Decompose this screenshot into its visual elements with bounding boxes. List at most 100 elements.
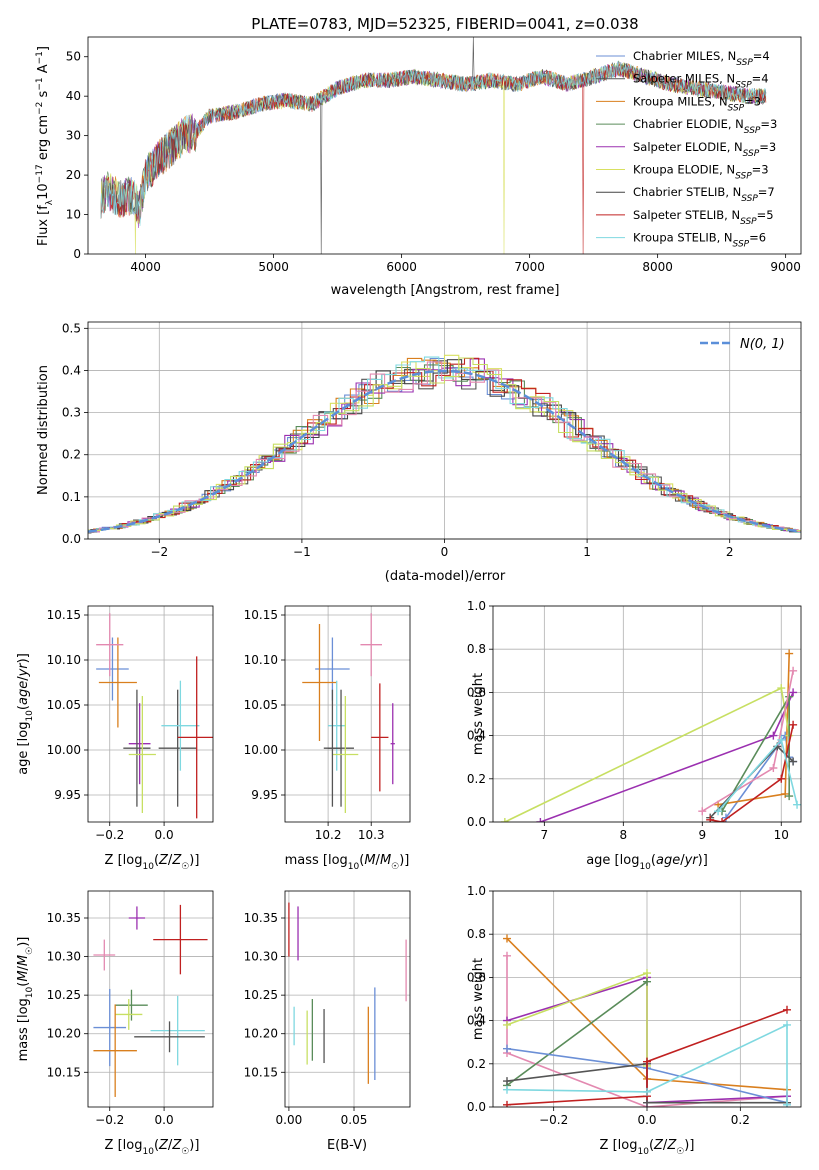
weight-vs-metallicity-ytick-label-4: 0.8 [467,927,486,941]
spectrum-legend-entry-0: Chabrier MILES, NSSP=4 [633,49,770,68]
figure-title: PLATE=0783, MJD=52325, FIBERID=0041, z=0… [251,15,638,33]
weight-vs-age-marker-2-1 [769,731,778,740]
residuals-xtick-label-0: −2 [150,545,168,559]
mass-vs-extinction-xtick-label-1: 0.05 [341,1113,368,1127]
residuals-ylabel: Normed distribution [36,365,51,495]
svg-text:Z [log10(Z/Z☉)]: Z [log10(Z/Z☉)] [105,1138,200,1157]
spectrum-legend-entry-5: Kroupa ELODIE, NSSP=3 [633,163,769,182]
weight-vs-metallicity-xtick-label-1: 0.0 [637,1113,656,1127]
weight-vs-metallicity-marker-3-0 [503,1020,511,1029]
weight-vs-age-series-2 [540,692,794,822]
residuals-xtick-label-2: 0 [441,545,449,559]
spectrum-line-5 [100,62,767,254]
residuals-xtick-label-1: −1 [293,545,311,559]
spectrum-xtick-label-4: 8000 [642,260,673,274]
age-vs-metallicity-ytick-label-3: 10.10 [47,653,81,667]
weight-vs-metallicity-marker-8-1 [643,1087,651,1096]
spectrum-legend-entry-2: Kroupa MILES, NSSP=3 [633,94,761,113]
mass-vs-extinction-ytick-label-1: 10.20 [244,1027,278,1041]
residuals-xlabel: (data-model)/error [385,569,506,584]
weight-vs-metallicity-xtick-label-2: 0.2 [731,1113,750,1127]
age-vs-mass-panel: 10.2 10.3 9.95 10.00 10.05 10.10 10.15 mass [lo… [244,605,411,872]
weight-vs-metallicity-series-8 [506,1023,788,1105]
weight-vs-age-frame [492,605,802,823]
spectrum-legend-entry-6: Chabrier STELIB, NSSP=7 [633,185,775,204]
weight-vs-age-panel: 7 8 9 10 0.0 0.2 0.4 0.6 0.8 1.0 age [log10(age/yr… [467,599,802,872]
spectrum-ylabel: Flux [fλ10−17 erg cm−2 s−1 A−1] [35,46,55,246]
weight-vs-metallicity-series-4 [506,981,648,1087]
weight-vs-metallicity-marker-1-0 [503,951,511,960]
weight-vs-age-marker-2-0 [536,818,545,822]
mass-vs-metallicity-ytick-label-2: 10.25 [47,988,81,1002]
spectrum-ytick-label-5: 50 [66,50,81,64]
spectrum-xtick-label-0: 4000 [130,260,161,274]
spectrum-ytick-label-3: 30 [66,129,81,143]
weight-vs-metallicity-ytick-label-5: 1.0 [467,884,486,898]
spectrum-frame [87,36,802,255]
weight-vs-metallicity-marker-7-0 [503,1100,511,1107]
weight-vs-metallicity-marker-6-0 [503,1077,511,1086]
spectrum-line-7 [100,63,767,254]
weight-vs-age-marker-5-0 [698,807,707,816]
weight-vs-age-ytick-label-4: 0.8 [467,642,486,656]
svg-text:mass [log10(M/M☉)]: mass [log10(M/M☉)] [16,937,35,1062]
mass-vs-metallicity-panel: −0.2 0.0 10.15 10.20 10.25 10.30 10.35 Z [log10… [16,890,214,1157]
weight-vs-metallicity-ytick-label-3: 0.6 [467,970,486,984]
spectrum-legend-entry-4: Salpeter ELODIE, NSSP=3 [633,140,776,159]
spectrum-legend-entry-1: Salpeter MILES, NSSP=4 [633,72,769,91]
weight-vs-age-marker-8-1 [777,735,786,744]
weight-vs-age-marker-5-2 [789,666,798,675]
residuals-ytick-label-4: 0.4 [62,363,81,377]
weight-vs-age-series-3 [504,686,790,822]
age-vs-mass-ytick-label-2: 10.05 [244,698,278,712]
residuals-gaussian-curve [88,369,801,533]
svg-text:age [log10(age/yr)]: age [log10(age/yr)] [586,853,708,872]
spectrum-xtick-label-5: 9000 [770,260,801,274]
spectrum-legend-entry-7: Salpeter STELIB, NSSP=5 [633,208,774,227]
weight-vs-age-marker-1-2 [785,649,794,658]
spectrum-ytick-label-2: 20 [66,168,81,182]
spectrum-legend-entry-8: Kroupa STELIB, NSSP=6 [633,231,766,250]
weight-vs-metallicity-ytick-label-0: 0.0 [467,1100,486,1114]
weight-vs-age-marker-7-2 [777,774,786,783]
weight-vs-metallicity-ytick-label-2: 0.4 [467,1014,486,1028]
mass-vs-metallicity-ytick-label-4: 10.35 [47,911,81,925]
svg-text:age [log10(age/yr)]: age [log10(age/yr)] [16,653,35,775]
weight-vs-age-marker-7-3 [789,720,798,729]
spectrum-panel: 4000 5000 6000 7000 8000 9000 0 10 20 30 40 50 wavel… [35,36,802,298]
weight-vs-metallicity-series-1 [506,955,788,1107]
residuals-panel: −2 −1 0 1 2 0.0 0.1 0.2 0.3 0.4 0.5 N(0, 1) (data-mo… [36,321,802,584]
age-vs-mass-xtick-label-0: 10.2 [315,828,342,842]
mass-vs-metallicity-ytick-label-0: 10.15 [47,1065,81,1079]
age-vs-mass-ytick-label-0: 9.95 [251,788,278,802]
weight-vs-age-marker-5-1 [769,764,778,772]
weight-vs-age-series-7 [710,724,794,822]
weight-vs-age-ytick-label-2: 0.4 [467,729,486,743]
weight-vs-age-ytick-label-3: 0.6 [467,685,486,699]
mass-vs-extinction-frame [284,890,411,1108]
mass-vs-metallicity-xtick-label-1: 0.0 [155,1113,174,1127]
age-vs-mass-xtick-label-1: 10.3 [358,828,385,842]
age-vs-mass-ytick-label-1: 10.00 [244,743,278,757]
weight-vs-metallicity-marker-5-0 [503,1044,511,1053]
weight-vs-age-ylabel: mass weight [471,673,486,755]
mass-vs-extinction-panel: 0.00 0.05 10.15 10.20 10.25 10.30 10.35 E(B-V) [244,890,411,1153]
weight-vs-metallicity-marker-7-2 [643,1057,651,1066]
weight-vs-metallicity-marker-4-1 [643,977,651,986]
weight-vs-age-marker-3-1 [777,684,786,693]
mass-vs-metallicity-ytick-label-1: 10.20 [47,1027,81,1041]
age-vs-mass-frame [284,605,411,823]
residuals-ytick-label-0: 0.0 [62,532,81,546]
residuals-ytick-label-3: 0.3 [62,406,81,420]
weight-vs-age-marker-7-1 [718,818,727,822]
weight-vs-age-ytick-label-1: 0.2 [467,772,486,786]
weight-vs-metallicity-panel: −0.2 0.0 0.2 0.0 0.2 0.4 0.6 0.8 1.0 Z [log10(Z/Z… [467,884,802,1157]
weight-vs-age-series-1 [717,653,790,806]
age-vs-metallicity-ytick-label-4: 10.15 [47,608,81,622]
residuals-xtick-label-3: 1 [583,545,591,559]
weight-vs-age-marker-7-0 [706,815,715,822]
weight-vs-metallicity-marker-8-3 [783,1100,791,1107]
mass-vs-metallicity-ytick-label-3: 10.30 [47,950,81,964]
age-vs-metallicity-ytick-label-0: 9.95 [54,788,81,802]
